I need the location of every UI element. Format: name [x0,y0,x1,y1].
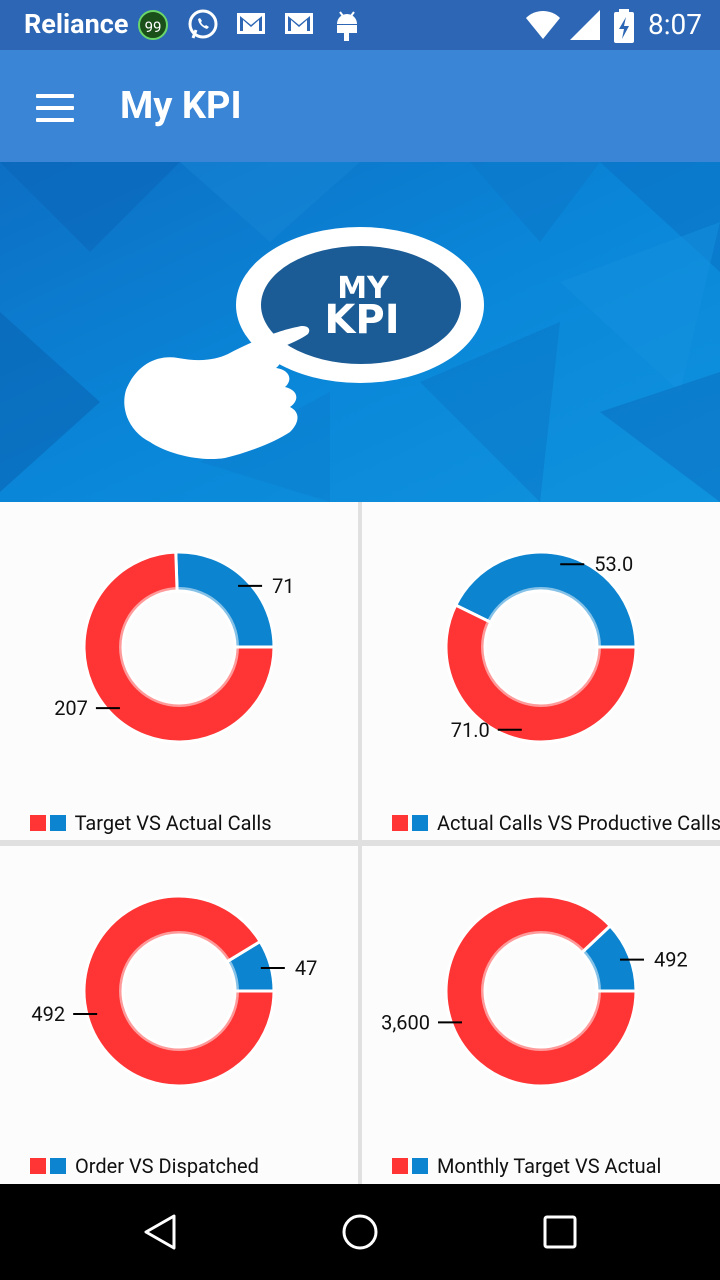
system-nav-bar [0,1184,720,1280]
chart-title: Target VS Actual Calls [74,811,272,835]
donut-chart: 492 3,600 [381,894,688,1088]
legend-swatch-blue [412,1158,428,1174]
kpi-chart-grid: 71 207 Target VS Actual Calls 53.0 71.0 Ac… [0,502,720,1184]
banner-background: MY KPI [0,162,720,502]
carrier-name: Reliance [24,8,129,40]
slice-value-label: 71 [272,574,294,598]
donut-chart: 47 492 [31,894,317,1088]
slice-value-label: 207 [54,696,88,720]
slice-value-label: 492 [654,948,688,972]
chart-title: Order VS Dispatched [74,1154,259,1178]
hamburger-menu-icon[interactable] [36,94,76,122]
battery-charging-icon [614,9,634,43]
donut-inner-ring [119,931,239,1051]
android-icon [337,11,357,41]
chart-legend: Target VS Actual Calls [30,811,272,835]
legend-swatch-red [392,1158,408,1174]
donut-slice [453,550,638,649]
donut-slice [82,894,276,1088]
donut-chart: 53.0 71.0 [444,550,638,744]
chart-legend: Monthly Target VS Actual [392,1154,661,1178]
recents-icon[interactable] [540,1212,580,1252]
whatsapp-icon [188,9,218,39]
kpi-card[interactable]: 71 207 Target VS Actual Calls [0,502,358,840]
home-icon[interactable] [340,1212,380,1252]
slice-value-label: 3,600 [381,1010,430,1034]
donut-inner-ring [481,931,601,1051]
donut-slice [174,550,276,649]
banner-text-my: MY [337,271,390,306]
donut-slice [82,550,276,744]
back-icon[interactable] [140,1212,180,1252]
pointing-hand-icon [124,325,310,460]
kpi-card[interactable]: 47 492 Order VS Dispatched [0,846,358,1184]
donut-inner-ring [119,587,239,707]
legend-swatch-blue [50,815,66,831]
wifi-icon [526,10,560,39]
donut-inner-ring [481,587,601,707]
kpi-card[interactable]: 492 3,600 Monthly Target VS Actual [362,846,720,1184]
banner-text-kpi: KPI [324,297,399,343]
signal-icon [570,10,600,40]
chart-title: Monthly Target VS Actual [436,1154,662,1178]
donut-slice [444,894,638,1088]
donut-chart: 71 207 [54,550,295,744]
legend-swatch-blue [50,1158,66,1174]
legend-swatch-blue [412,815,428,831]
chart-legend: Actual Calls VS Productive Calls [392,811,720,835]
gmail-icon [237,13,265,34]
page-title: My KPI [120,84,242,128]
legend-swatch-red [30,815,46,831]
legend-swatch-red [30,1158,46,1174]
kpi-card[interactable]: 53.0 71.0 Actual Calls VS Productive Call… [362,502,720,840]
app-bar: My KPI [0,50,720,162]
status-bar: Reliance 99 8:07 [0,0,720,50]
clock: 8:07 [648,8,702,41]
legend-swatch-red [392,815,408,831]
slice-value-label: 53.0 [594,552,633,576]
slice-value-label: 71.0 [451,718,490,742]
notification-badge: 99 [138,10,168,40]
chart-title: Actual Calls VS Productive Calls [436,811,720,835]
kpi-banner: MY KPI [0,162,720,502]
chart-legend: Order VS Dispatched [30,1154,259,1178]
gmail-icon [285,13,313,34]
slice-value-label: 492 [31,1002,65,1026]
donut-slice [444,603,638,744]
slice-value-label: 47 [295,956,317,980]
